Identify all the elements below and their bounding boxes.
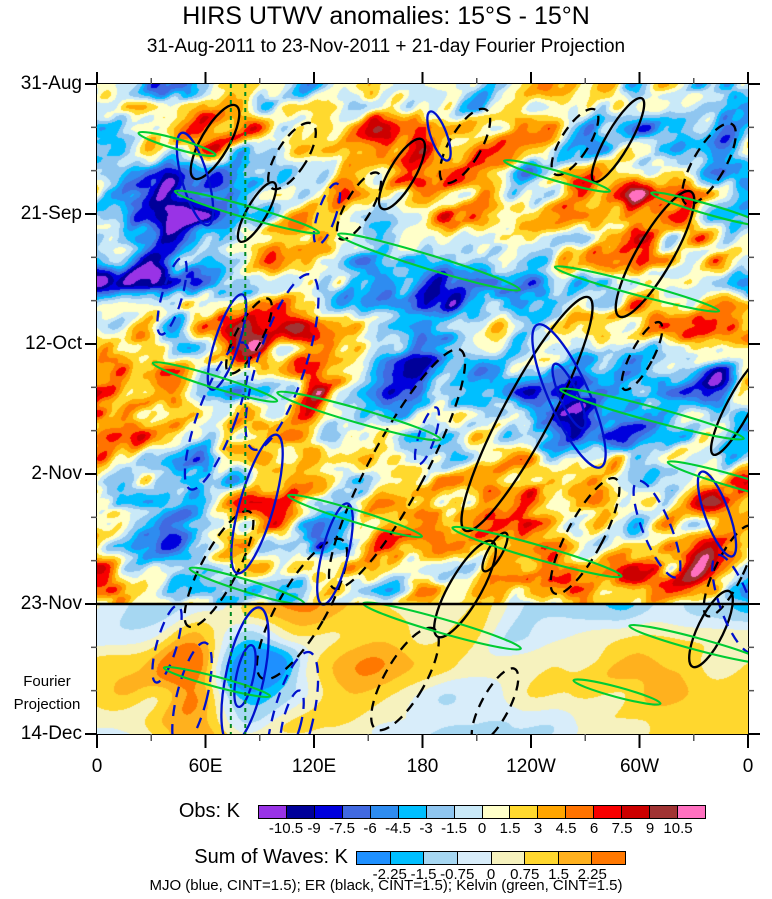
colorbar-cell: [537, 805, 567, 819]
y-tick-label: 12-Oct: [24, 333, 82, 354]
colorbar-tick-label: 10.5: [663, 820, 693, 837]
fourier-projection-label-line1: Fourier: [23, 673, 71, 690]
y-tick-label: 2-Nov: [31, 463, 82, 484]
colorbar-tick-label: -0.75: [440, 866, 475, 883]
colorbar-tick-label: -4.5: [385, 820, 411, 837]
x-tick-label: 60W: [619, 756, 660, 777]
colorbar-tick-label: -3: [419, 820, 433, 837]
plot-area: [97, 84, 748, 734]
obs-colorbar: [258, 805, 706, 819]
contour-legend-text: MJO (blue, CINT=1.5); ER (black, CINT=1.…: [149, 877, 623, 894]
x-tick-label: 0: [742, 756, 754, 777]
colorbar-cell: [456, 851, 492, 865]
colorbar-tick-label: -10.5: [268, 820, 304, 837]
x-tick-label: 60E: [188, 756, 223, 777]
colorbar-cell: [423, 851, 458, 865]
anomaly-field-canvas: [97, 84, 748, 734]
colorbar-tick-label: -6: [363, 820, 377, 837]
colorbar-cell: [490, 851, 526, 865]
colorbar-cell: [389, 851, 425, 865]
colorbar-tick-label: -1.5: [410, 866, 437, 883]
colorbar-cell: [509, 805, 539, 819]
colorbar-tick-label: 1.5: [499, 820, 521, 837]
colorbar-cell: [524, 851, 559, 865]
colorbar-cell: [258, 805, 287, 819]
colorbar-cell: [285, 805, 315, 819]
fourier-projection-label: Fourier Projection: [2, 670, 92, 716]
colorbar-cell: [341, 805, 371, 819]
colorbar-cell: [369, 805, 399, 819]
colorbar-cell: [453, 805, 483, 819]
waves-colorbar: [356, 851, 626, 865]
x-tick-label: 180: [406, 756, 439, 777]
colorbar-cell: [397, 805, 427, 819]
colorbar-tick-label: 2.25: [577, 866, 607, 883]
colorbar-tick-label: 0: [486, 866, 496, 883]
colorbar-cell: [593, 805, 623, 819]
x-tick-label: 120E: [291, 756, 337, 777]
x-tick-label: 120W: [506, 756, 556, 777]
colorbar-tick-label: 6: [589, 820, 599, 837]
colorbar-cell: [591, 851, 626, 865]
colorbar-tick-label: 0: [477, 820, 487, 837]
colorbar-tick-label: 9: [645, 820, 655, 837]
colorbar-tick-label: -7.5: [329, 820, 355, 837]
colorbar-tick-label: 7.5: [611, 820, 633, 837]
colorbar-cell: [425, 805, 455, 819]
chart-title: HIRS UTWV anomalies: 15°S - 15°N: [182, 2, 590, 30]
colorbar-tick-label: -2.25: [372, 866, 407, 883]
colorbar-cell: [677, 805, 706, 819]
obs-colorbar-title: Obs: K: [178, 800, 240, 822]
colorbar-cell: [356, 851, 391, 865]
colorbar-cell: [481, 805, 511, 819]
colorbar-tick-label: 1.5: [548, 866, 569, 883]
waves-colorbar-title: Sum of Waves: K: [194, 846, 348, 868]
colorbar-tick-label: -1.5: [441, 820, 467, 837]
colorbar-tick-label: 3: [533, 820, 543, 837]
y-tick-label: 21-Sep: [20, 203, 82, 224]
colorbar-cell: [313, 805, 343, 819]
y-tick-label: 23-Nov: [20, 593, 82, 614]
chart-subtitle: 31-Aug-2011 to 23-Nov-2011 + 21-day Four…: [146, 36, 626, 57]
colorbar-tick-label: 0.75: [510, 866, 540, 883]
x-tick-label: 0: [91, 756, 103, 777]
colorbar-cell: [565, 805, 595, 819]
colorbar-cell: [649, 805, 679, 819]
y-tick-label: 14-Dec: [20, 723, 82, 744]
colorbar-cell: [621, 805, 651, 819]
colorbar-tick-label: -9: [307, 820, 321, 837]
y-tick-label: 31-Aug: [20, 73, 82, 94]
colorbar-tick-label: 4.5: [555, 820, 577, 837]
colorbar-cell: [557, 851, 593, 865]
fourier-projection-label-line2: Projection: [13, 696, 81, 713]
